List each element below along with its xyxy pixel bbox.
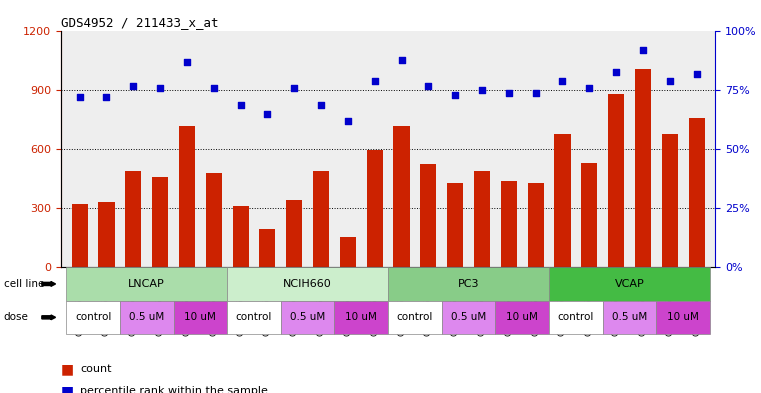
Point xyxy=(422,83,435,89)
Text: control: control xyxy=(236,312,272,322)
Bar xyxy=(313,171,329,267)
Point xyxy=(583,85,595,91)
Text: 10 uM: 10 uM xyxy=(667,312,699,322)
Point xyxy=(637,47,649,53)
Point xyxy=(234,101,247,108)
Point xyxy=(342,118,354,124)
Text: 0.5 uM: 0.5 uM xyxy=(129,312,164,322)
Bar xyxy=(474,171,490,267)
Text: NCIH660: NCIH660 xyxy=(283,279,332,289)
Bar xyxy=(152,177,168,267)
Point xyxy=(288,85,301,91)
Text: percentile rank within the sample: percentile rank within the sample xyxy=(80,386,268,393)
Point xyxy=(127,83,139,89)
Text: dose: dose xyxy=(4,312,29,322)
Text: 10 uM: 10 uM xyxy=(184,312,216,322)
Point xyxy=(396,57,408,63)
Point xyxy=(556,78,568,84)
Bar xyxy=(205,173,221,267)
Bar xyxy=(286,200,302,267)
Text: 10 uM: 10 uM xyxy=(506,312,538,322)
Text: count: count xyxy=(80,364,111,375)
Point xyxy=(530,90,542,96)
Text: 0.5 uM: 0.5 uM xyxy=(290,312,325,322)
Point xyxy=(368,78,380,84)
Text: cell line: cell line xyxy=(4,279,44,289)
Bar xyxy=(608,94,624,267)
Point xyxy=(208,85,220,91)
Point xyxy=(261,111,273,117)
Bar xyxy=(662,134,678,267)
Bar xyxy=(179,126,195,267)
Text: PC3: PC3 xyxy=(458,279,479,289)
Text: VCAP: VCAP xyxy=(615,279,645,289)
Text: 0.5 uM: 0.5 uM xyxy=(612,312,647,322)
Bar xyxy=(233,206,249,267)
Bar xyxy=(126,171,142,267)
Point xyxy=(476,87,488,94)
Text: control: control xyxy=(558,312,594,322)
Point xyxy=(154,85,166,91)
Bar xyxy=(393,126,409,267)
Bar xyxy=(555,134,571,267)
Text: 0.5 uM: 0.5 uM xyxy=(451,312,486,322)
Point xyxy=(181,59,193,65)
Bar xyxy=(260,229,275,267)
Point xyxy=(100,94,113,101)
Bar xyxy=(447,183,463,267)
Bar xyxy=(420,164,436,267)
Text: ■: ■ xyxy=(61,362,74,376)
Text: ■: ■ xyxy=(61,384,74,393)
Text: control: control xyxy=(396,312,433,322)
Bar xyxy=(635,69,651,267)
Point xyxy=(315,101,327,108)
Bar xyxy=(501,181,517,267)
Bar xyxy=(98,202,114,267)
Bar xyxy=(340,237,356,267)
Point xyxy=(503,90,515,96)
Text: 10 uM: 10 uM xyxy=(345,312,377,322)
Bar xyxy=(527,183,543,267)
Text: control: control xyxy=(75,312,111,322)
Point xyxy=(449,92,461,98)
Text: GDS4952 / 211433_x_at: GDS4952 / 211433_x_at xyxy=(61,16,218,29)
Text: LNCAP: LNCAP xyxy=(129,279,165,289)
Point xyxy=(610,68,622,75)
Point xyxy=(664,78,676,84)
Bar xyxy=(581,163,597,267)
Bar xyxy=(367,150,383,267)
Bar xyxy=(72,204,88,267)
Point xyxy=(74,94,86,101)
Bar xyxy=(689,118,705,267)
Point xyxy=(690,71,702,77)
